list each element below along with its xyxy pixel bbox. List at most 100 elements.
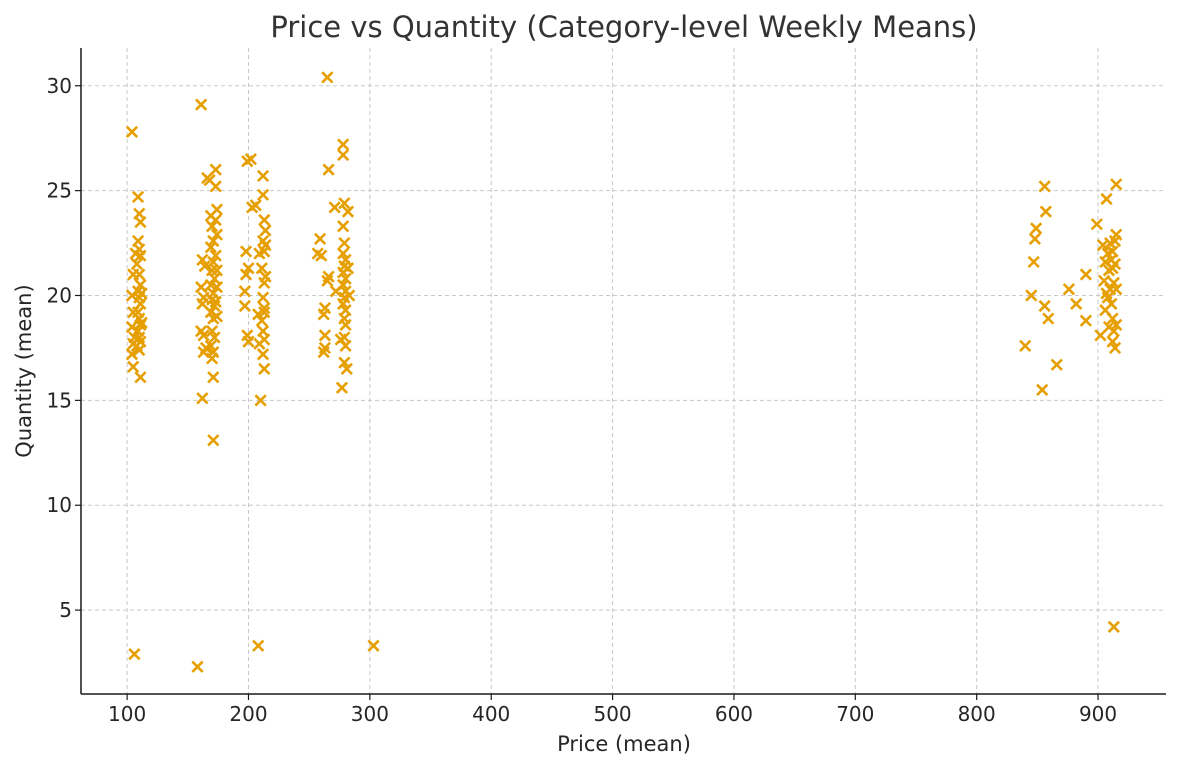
data-point [1079, 268, 1093, 281]
data-point [322, 270, 335, 283]
data-point [125, 125, 139, 139]
data-point [256, 291, 270, 304]
y-tick-label: 10 [47, 493, 72, 517]
y-tick-label: 15 [47, 388, 72, 412]
data-point [244, 153, 258, 166]
data-point [321, 71, 334, 84]
data-point [1025, 289, 1038, 302]
data-point [249, 199, 262, 212]
data-point [197, 329, 210, 342]
data-point [204, 241, 217, 254]
data-point [198, 260, 211, 273]
data-point [134, 297, 147, 311]
y-tick-label: 5 [59, 598, 72, 622]
data-point [128, 331, 141, 344]
data-point [343, 289, 356, 302]
data-point [258, 362, 271, 376]
data-point [1110, 283, 1123, 296]
data-point [337, 138, 350, 151]
data-point [322, 163, 335, 176]
data-point [133, 343, 146, 357]
data-point [341, 262, 355, 275]
data-point [1039, 205, 1052, 218]
data-point [328, 201, 341, 214]
data-point [238, 285, 251, 298]
data-point [1062, 283, 1076, 296]
data-point [338, 197, 351, 210]
x-tick-label: 200 [229, 702, 267, 726]
data-point [208, 331, 221, 344]
axes [80, 48, 1166, 695]
x-tick-label: 100 [108, 702, 146, 726]
data-point [209, 180, 222, 193]
data-point [1108, 341, 1122, 355]
data-point [367, 639, 380, 652]
data-point [128, 648, 141, 661]
data-point [259, 239, 272, 252]
x-tick-label: 600 [715, 702, 753, 726]
data-point [315, 249, 328, 262]
x-tick-label: 300 [351, 702, 389, 726]
data-point [258, 301, 271, 315]
data-point [210, 228, 224, 241]
data-point [209, 295, 222, 308]
x-ticks: 100 200 300 400 500 600 700 800 900 [108, 694, 1117, 726]
data-point [259, 224, 272, 237]
data-point [256, 348, 270, 361]
data-point [1110, 318, 1123, 331]
data-point [239, 245, 253, 258]
y-axis-label: Quantity (mean) [12, 284, 36, 457]
data-point [1106, 245, 1119, 258]
data-point [1050, 358, 1063, 371]
data-point [337, 148, 350, 162]
data-point [205, 264, 219, 277]
data-point [1097, 274, 1111, 287]
data-point [256, 169, 270, 183]
data-point [1042, 312, 1055, 325]
data-point [205, 220, 219, 233]
data-point [1100, 192, 1113, 206]
data-point [318, 329, 332, 342]
data-point [255, 314, 268, 327]
data-point [259, 270, 272, 283]
data-point [254, 394, 267, 407]
data-point [1038, 180, 1051, 193]
data-point [258, 333, 271, 346]
data-point [210, 264, 224, 277]
data-point [337, 220, 350, 233]
data-point [195, 98, 208, 111]
data-point [238, 299, 251, 313]
data-point [1108, 257, 1122, 271]
data-point [133, 268, 146, 281]
data-point [1030, 222, 1043, 235]
data-point [134, 249, 147, 262]
data-point [131, 190, 145, 204]
data-point [338, 236, 351, 250]
data-point [191, 660, 204, 673]
data-point [242, 335, 255, 348]
data-markers [125, 71, 1123, 673]
x-tick-label: 500 [593, 702, 631, 726]
data-point [209, 249, 222, 262]
data-point [134, 371, 147, 384]
x-tick-label: 400 [472, 702, 510, 726]
data-point [134, 215, 147, 229]
data-point [239, 268, 253, 281]
data-point [339, 318, 352, 331]
data-point [207, 371, 220, 384]
data-point [1027, 255, 1040, 269]
data-point [1107, 620, 1120, 634]
data-point [205, 352, 219, 365]
data-point [256, 188, 270, 201]
data-point [1019, 339, 1032, 352]
y-ticks: 5 10 15 20 25 30 [47, 74, 81, 622]
data-point [258, 213, 271, 227]
x-tick-label: 800 [958, 702, 996, 726]
data-point [1105, 297, 1118, 311]
data-point [1110, 228, 1123, 241]
data-point [209, 163, 222, 176]
data-point [1038, 299, 1051, 313]
data-point [127, 360, 140, 373]
data-point [340, 362, 353, 376]
data-point [210, 310, 224, 323]
